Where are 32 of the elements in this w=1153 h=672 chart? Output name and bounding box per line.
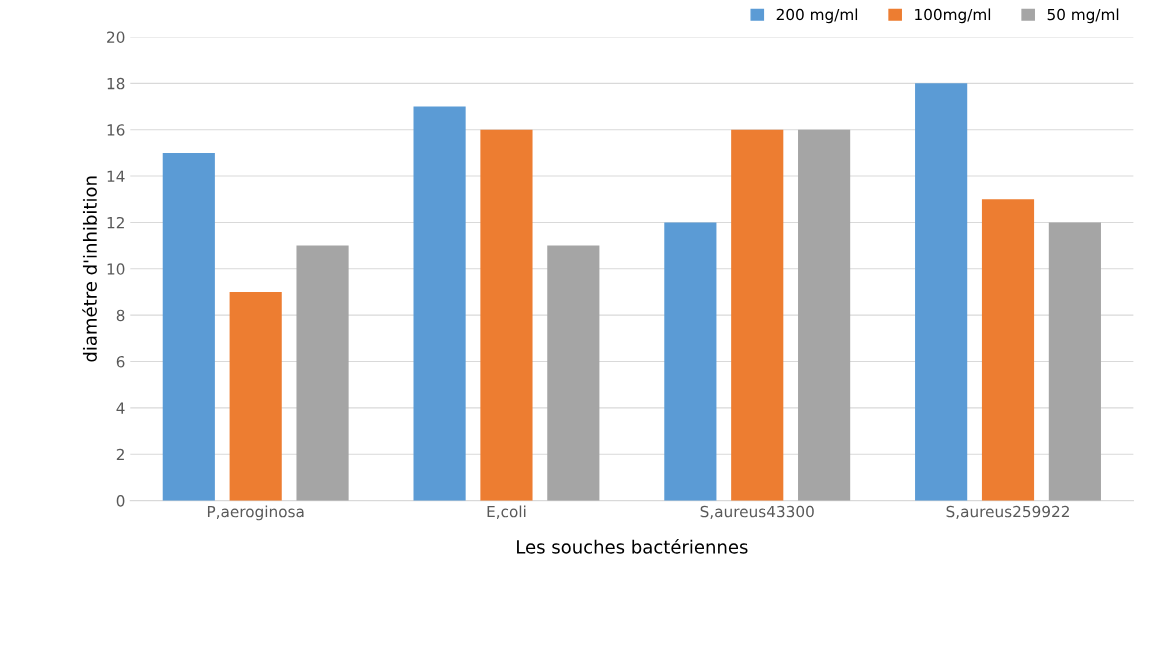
bar [162,152,215,501]
y-tick-label: 2 [116,448,124,461]
x-axis-title: Les souches bactériennes [517,539,748,554]
bar [296,245,349,501]
bar [1048,222,1101,501]
bar [798,129,851,501]
y-tick-label: 6 [116,356,125,368]
legend-label: 50 mg/ml [1047,8,1119,24]
y-tick-label: 20 [107,31,125,43]
y-tick-label: 16 [107,124,125,136]
x-tick-label: E,coli [487,505,526,519]
y-tick-label: 18 [107,77,125,90]
y-tick-label: 10 [107,263,125,275]
bar [547,245,600,501]
y-tick-label: 8 [116,309,125,322]
x-tick-label: S,aureus259922 [946,505,1069,519]
bar [664,222,717,501]
bar [229,291,282,501]
legend-label: 100mg/ml [915,8,991,24]
bar [915,83,968,501]
y-tick-label: 0 [116,495,125,507]
bar [413,106,466,501]
legend-label: 200 mg/ml [776,8,858,24]
x-tick-label: P,aeroginosa [207,505,304,521]
x-tick-label: S,aureus43300 [700,505,814,519]
y-tick-label: 14 [107,170,125,182]
y-tick-label: 4 [116,402,125,414]
bar [981,199,1035,501]
bar [480,129,533,501]
y-tick-label: 12 [107,216,124,229]
bar [731,129,784,501]
y-axis-title: diamétre d'inhibition [82,176,97,362]
